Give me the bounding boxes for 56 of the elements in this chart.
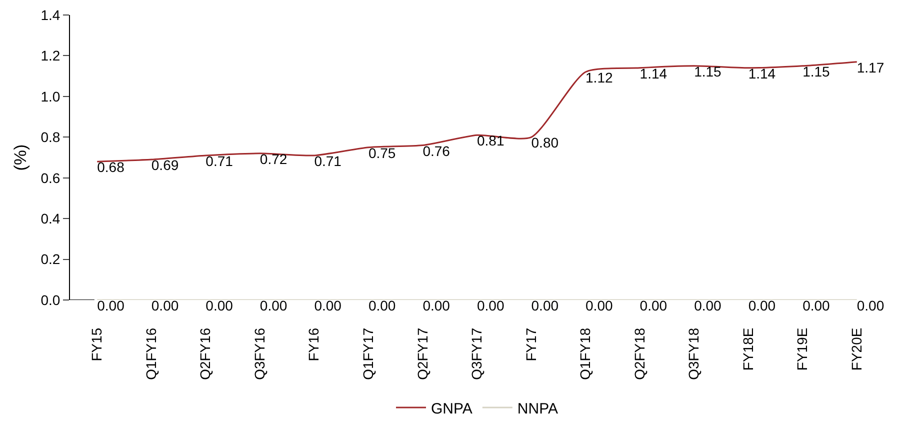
x-tick-label: FY18E	[740, 328, 756, 371]
data-label: 1.14	[748, 65, 776, 82]
data-label: 1.12	[586, 70, 613, 86]
y-tick-label: 1.2	[40, 48, 60, 64]
data-label: 1.14	[640, 65, 668, 82]
data-label: 0.00	[422, 298, 450, 314]
data-label: 0.00	[694, 298, 722, 314]
data-label: 0.71	[314, 152, 342, 169]
data-label: 0.00	[802, 298, 830, 314]
data-label: 0.00	[206, 298, 234, 314]
data-label: 0.00	[856, 298, 884, 314]
data-label: 0.00	[748, 298, 776, 314]
y-tick-label: 0.0	[40, 292, 60, 308]
data-label: 0.72	[260, 150, 288, 167]
data-label: 0.00	[260, 298, 288, 314]
x-tick-label: Q1FY18	[577, 328, 594, 380]
legend-label: GNPA	[431, 400, 472, 418]
data-label: 1.17	[856, 59, 884, 76]
x-tick-label: Q1FY17	[360, 328, 376, 380]
y-tick-label: 0.6	[40, 170, 60, 186]
data-label: 0.00	[151, 298, 179, 314]
data-label: 0.69	[151, 157, 179, 174]
x-tick-label: FY16	[306, 328, 322, 362]
legend-label: NNPA	[517, 400, 558, 418]
x-tick-label: FY15	[88, 328, 105, 362]
data-label: 0.00	[640, 298, 668, 314]
data-label: 0.68	[97, 159, 125, 176]
data-label: 0.00	[477, 298, 504, 314]
y-tick-label: 0.8	[40, 129, 60, 146]
data-label: 0.81	[477, 132, 504, 149]
data-label: 1.15	[694, 63, 722, 80]
data-label: 0.00	[531, 298, 559, 314]
x-tick-label: Q2FY17	[414, 328, 430, 380]
data-label: 0.00	[314, 298, 342, 314]
x-tick-label: Q3FY16	[251, 328, 268, 380]
y-tick-label: 1.0	[40, 88, 60, 104]
data-label: 0.00	[586, 298, 613, 314]
data-label: 0.71	[206, 152, 234, 169]
data-label: 1.15	[802, 63, 830, 80]
data-label: 0.75	[368, 144, 396, 161]
y-tick-label: 0.2	[40, 251, 60, 268]
data-label: 0.80	[531, 134, 559, 151]
data-label: 0.00	[368, 298, 396, 314]
x-tick-label: FY17	[522, 328, 539, 362]
y-axis-title: (%)	[11, 144, 30, 171]
data-label: 0.76	[422, 142, 450, 159]
x-tick-label: FY20E	[848, 328, 864, 371]
x-tick-label: Q1FY16	[142, 328, 159, 380]
x-tick-label: FY19E	[794, 328, 810, 371]
x-tick-label: Q2FY18	[631, 328, 648, 380]
x-tick-label: Q3FY18	[686, 328, 702, 380]
y-tick-label: 1.4	[40, 6, 60, 23]
x-tick-label: Q3FY17	[468, 328, 485, 380]
y-tick-label: 0.4	[40, 210, 60, 226]
x-tick-label: Q2FY16	[197, 328, 214, 380]
data-label: 0.00	[97, 298, 125, 314]
